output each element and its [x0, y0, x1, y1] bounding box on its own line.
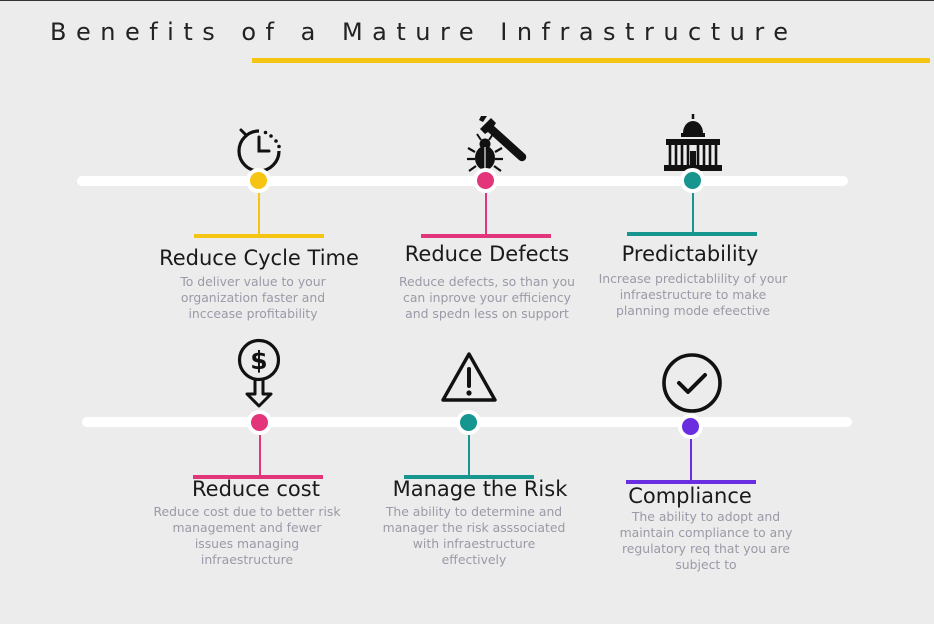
underline-2 — [421, 234, 551, 238]
underline-3 — [627, 232, 757, 236]
connector-5 — [468, 435, 470, 477]
card-title-2: Reduce Defects — [404, 242, 570, 266]
connector-6 — [690, 439, 692, 481]
timeline-node-3 — [680, 168, 705, 193]
card-desc-4: Reduce cost due to better risk managemen… — [153, 504, 341, 567]
card-title-6: Compliance — [628, 484, 752, 508]
card-title-3: Predictability — [621, 242, 759, 266]
svg-text:$: $ — [250, 346, 267, 375]
timeline-node-6 — [678, 414, 703, 439]
check-circle-icon — [661, 352, 723, 414]
connector-3 — [692, 193, 694, 235]
timeline-node-4 — [247, 410, 272, 435]
stopwatch-icon — [235, 128, 283, 174]
card-desc-3: Increase predictablility of your infraes… — [598, 271, 788, 318]
connector-4 — [259, 435, 261, 477]
timeline-node-5 — [456, 410, 481, 435]
underline-5 — [404, 475, 534, 479]
top-border — [0, 0, 934, 1]
card-title-4: Reduce cost — [192, 477, 320, 501]
underline-6 — [626, 480, 756, 484]
underline-1 — [194, 234, 324, 238]
card-desc-5: The ability to determine and manager the… — [382, 504, 566, 567]
capitol-building-icon — [663, 113, 723, 173]
card-title-5: Manage the Risk — [392, 477, 568, 501]
card-desc-1: To deliver value to your organization fa… — [180, 274, 326, 321]
warning-triangle-icon — [440, 350, 498, 404]
connector-2 — [485, 193, 487, 235]
connector-1 — [258, 193, 260, 235]
underline-4 — [193, 475, 323, 479]
card-desc-6: The ability to adopt and maintain compli… — [619, 509, 793, 572]
timeline-node-2 — [473, 168, 498, 193]
page-title: Benefits of a Mature Infrastructure — [50, 18, 798, 46]
timeline-track-1 — [77, 176, 848, 186]
title-underline — [252, 58, 930, 63]
timeline-node-1 — [246, 168, 271, 193]
dollar-coin-down-icon: $ — [236, 338, 282, 412]
bug-wrench-icon — [465, 112, 533, 174]
card-title-1: Reduce Cycle Time — [159, 246, 359, 270]
card-desc-2: Reduce defects, so than you can inprove … — [398, 274, 576, 321]
